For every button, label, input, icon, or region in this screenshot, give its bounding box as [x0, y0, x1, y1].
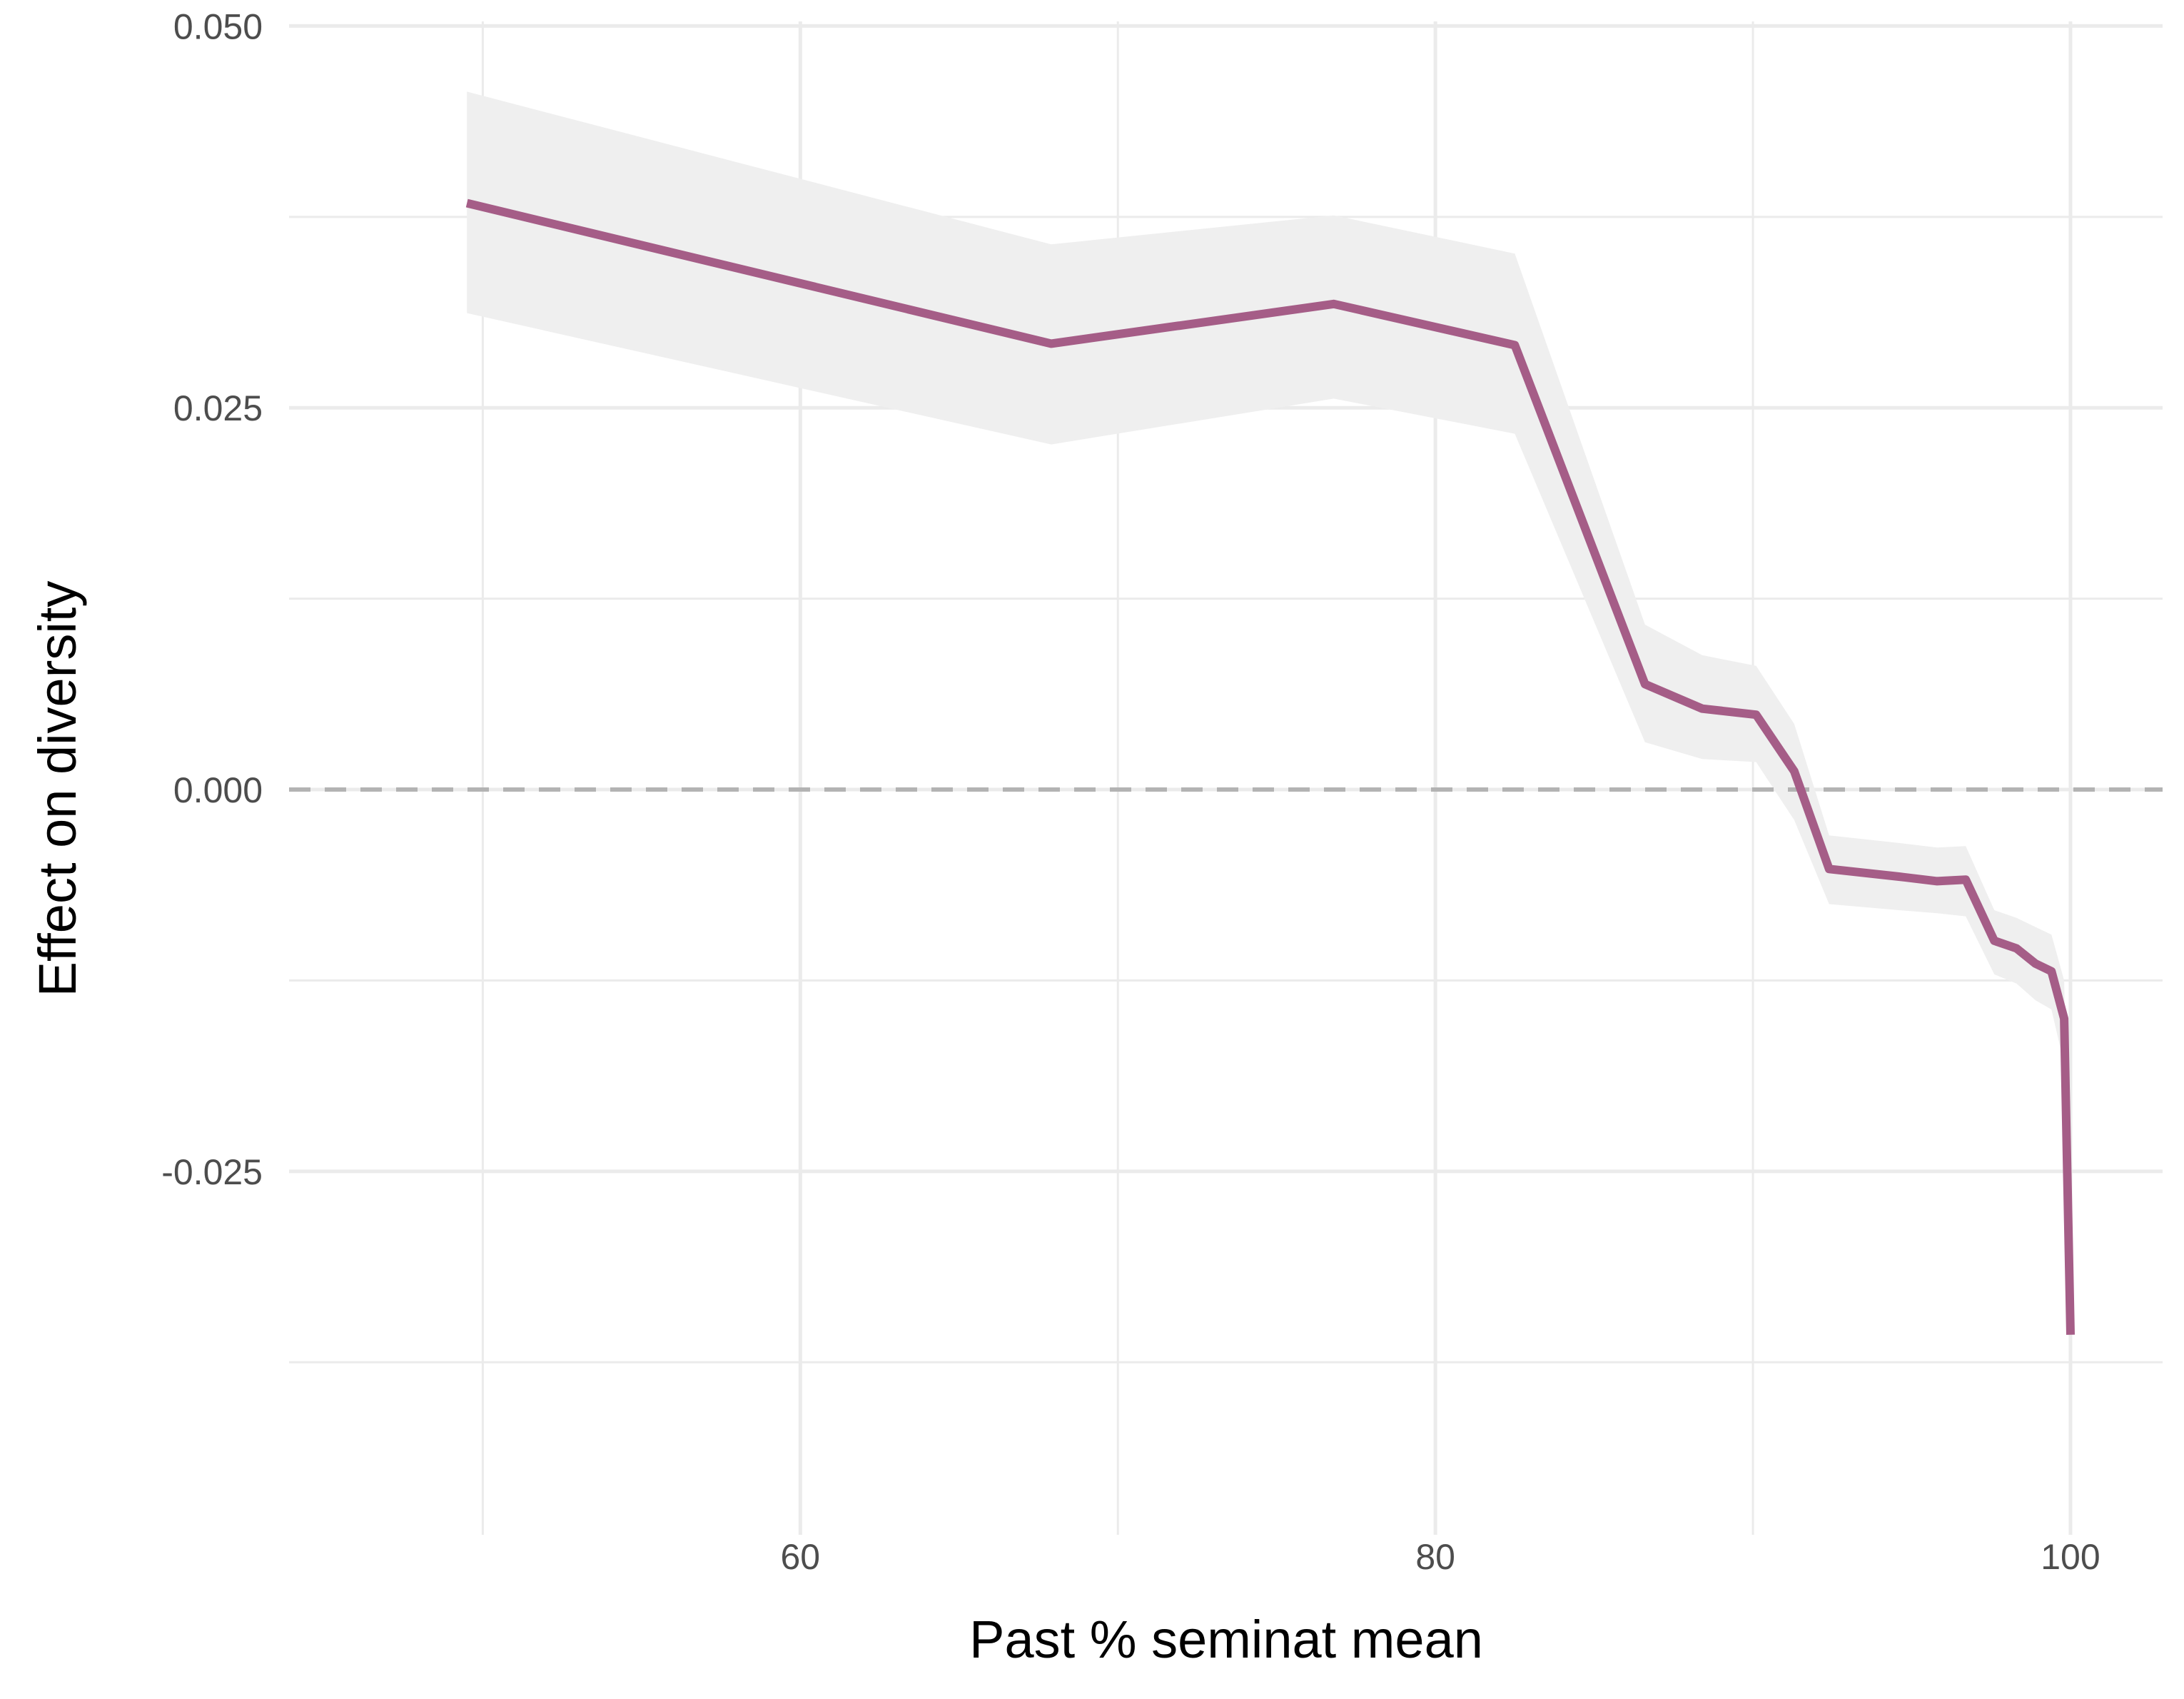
x-tick-label: 100: [2041, 1537, 2100, 1577]
y-tick-label: 0.050: [173, 6, 263, 46]
x-tick-labels: 60 80 100: [781, 1537, 2100, 1577]
y-tick-labels: -0.025 0.000 0.025 0.050: [161, 6, 263, 1191]
y-axis-title: Effect on diversity: [28, 581, 87, 997]
effect-line: [465, 198, 2075, 1335]
x-tick-label: 80: [1415, 1537, 1455, 1577]
series-line-layer: [465, 198, 2075, 1335]
y-tick-label: 0.000: [173, 770, 263, 810]
x-axis-title: Past % seminat mean: [969, 1610, 1483, 1669]
y-tick-label: -0.025: [161, 1152, 263, 1192]
confidence-band-layer: [467, 91, 2071, 1355]
confidence-band: [467, 91, 2071, 1355]
x-tick-label: 60: [781, 1537, 821, 1577]
y-tick-label: 0.025: [173, 388, 263, 428]
